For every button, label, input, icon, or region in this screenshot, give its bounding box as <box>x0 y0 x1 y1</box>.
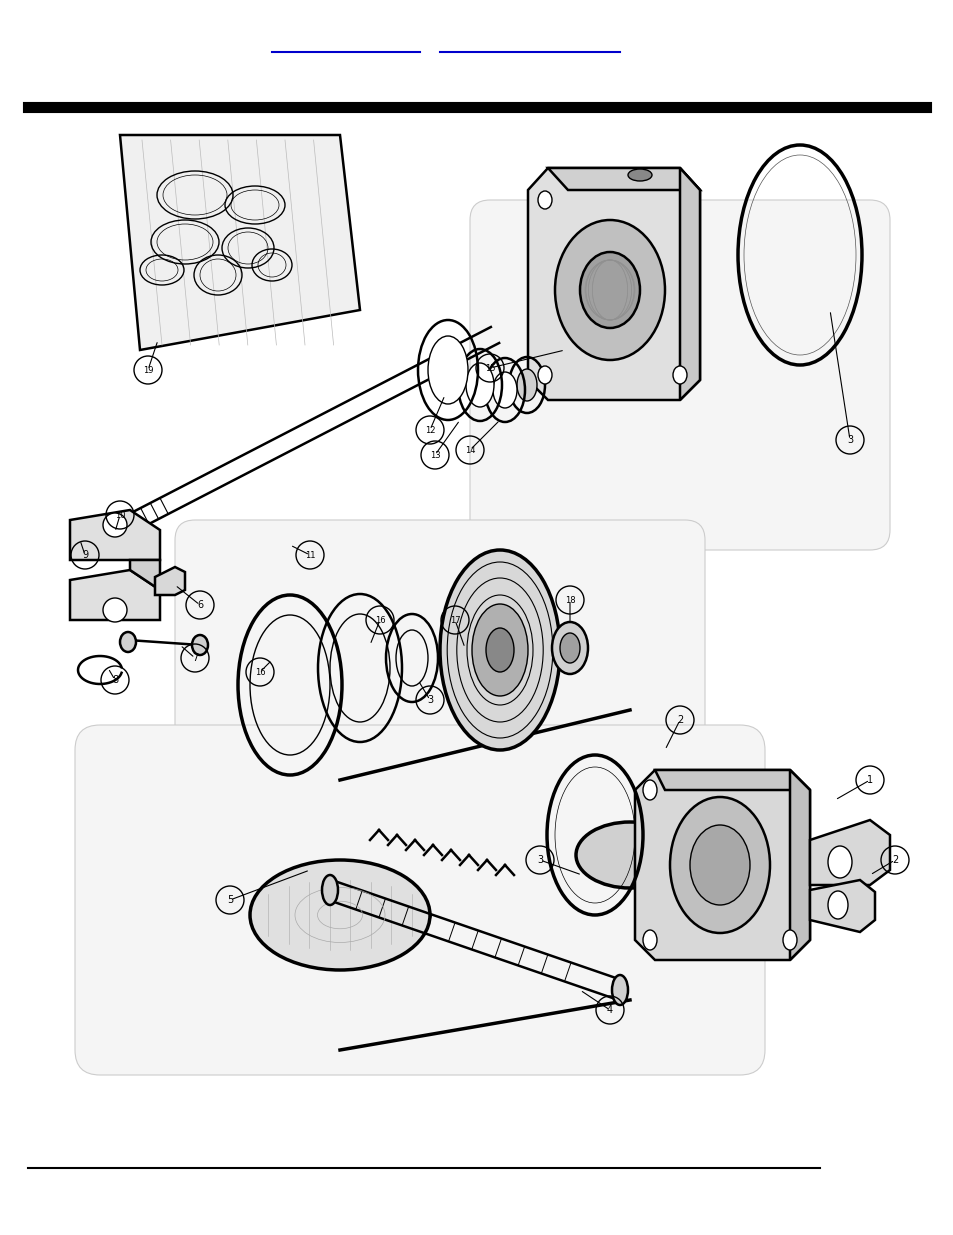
Ellipse shape <box>472 604 527 697</box>
Polygon shape <box>120 135 359 350</box>
Polygon shape <box>70 510 160 559</box>
Text: 1: 1 <box>866 776 872 785</box>
Text: 17: 17 <box>449 615 460 625</box>
Text: 3: 3 <box>427 695 433 705</box>
FancyBboxPatch shape <box>470 200 889 550</box>
Text: 9: 9 <box>82 550 88 559</box>
Ellipse shape <box>576 823 683 888</box>
Polygon shape <box>130 559 160 590</box>
Ellipse shape <box>103 598 127 622</box>
Polygon shape <box>679 168 700 400</box>
Text: 13: 13 <box>429 451 440 459</box>
Ellipse shape <box>250 860 430 969</box>
Ellipse shape <box>782 930 796 950</box>
Text: 3: 3 <box>537 855 542 864</box>
FancyBboxPatch shape <box>174 520 704 810</box>
Text: 10: 10 <box>114 510 125 520</box>
Ellipse shape <box>192 635 208 655</box>
Text: 16: 16 <box>254 667 265 677</box>
Ellipse shape <box>559 634 579 663</box>
Text: 2: 2 <box>891 855 897 864</box>
Polygon shape <box>527 168 700 400</box>
Text: 16: 16 <box>375 615 385 625</box>
Text: 6: 6 <box>196 600 203 610</box>
Text: 4: 4 <box>606 1005 613 1015</box>
Text: 2: 2 <box>677 715 682 725</box>
Text: 19: 19 <box>143 366 153 374</box>
Polygon shape <box>809 881 874 932</box>
Polygon shape <box>655 769 809 790</box>
Ellipse shape <box>517 369 537 401</box>
Ellipse shape <box>689 825 749 905</box>
Text: 7: 7 <box>192 653 198 663</box>
Ellipse shape <box>537 191 552 209</box>
Ellipse shape <box>669 797 769 932</box>
Ellipse shape <box>537 366 552 384</box>
Ellipse shape <box>493 372 517 408</box>
Ellipse shape <box>827 890 847 919</box>
Ellipse shape <box>642 781 657 800</box>
Text: 3: 3 <box>846 435 852 445</box>
Polygon shape <box>789 769 809 960</box>
FancyBboxPatch shape <box>75 725 764 1074</box>
Polygon shape <box>809 820 889 885</box>
Ellipse shape <box>120 632 136 652</box>
Ellipse shape <box>552 622 587 674</box>
Ellipse shape <box>612 974 627 1005</box>
Ellipse shape <box>465 363 494 408</box>
Polygon shape <box>547 168 700 190</box>
Text: 15: 15 <box>484 363 495 373</box>
Polygon shape <box>154 567 185 595</box>
Text: 8: 8 <box>112 676 118 685</box>
Ellipse shape <box>827 846 851 878</box>
Ellipse shape <box>428 336 468 404</box>
Text: 18: 18 <box>564 595 575 604</box>
Polygon shape <box>635 769 809 960</box>
Ellipse shape <box>439 550 559 750</box>
Polygon shape <box>70 571 160 620</box>
Text: 14: 14 <box>464 446 475 454</box>
Ellipse shape <box>555 220 664 359</box>
Text: 5: 5 <box>227 895 233 905</box>
Text: 11: 11 <box>304 551 314 559</box>
Ellipse shape <box>672 366 686 384</box>
Ellipse shape <box>642 930 657 950</box>
Ellipse shape <box>322 876 337 905</box>
Ellipse shape <box>627 169 651 182</box>
Ellipse shape <box>485 629 514 672</box>
Ellipse shape <box>103 513 127 537</box>
Text: 12: 12 <box>424 426 435 435</box>
Ellipse shape <box>579 252 639 329</box>
